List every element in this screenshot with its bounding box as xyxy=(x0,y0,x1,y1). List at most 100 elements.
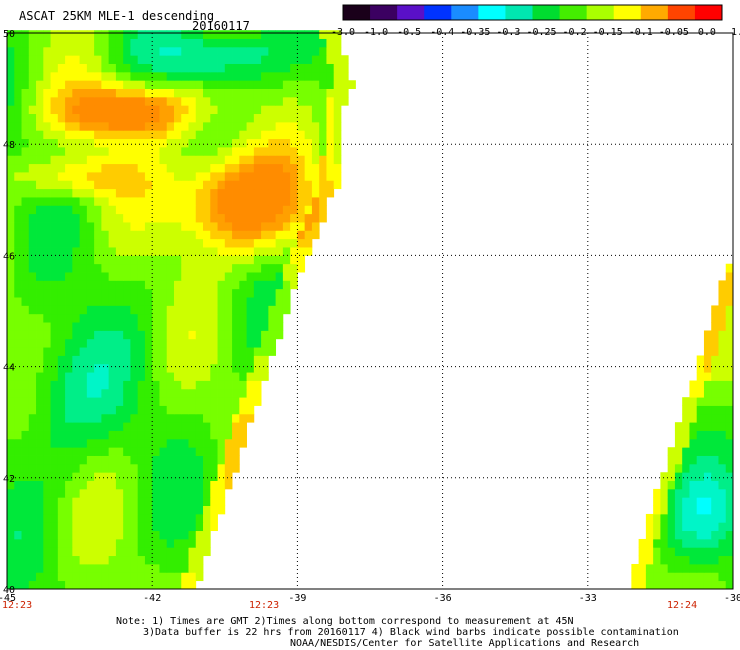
swath-cell xyxy=(159,96,168,106)
swath-cell xyxy=(86,88,95,98)
swath-cell xyxy=(79,247,88,256)
swath-cell xyxy=(326,96,335,106)
swath-cell xyxy=(36,172,44,181)
swath-cell xyxy=(43,522,51,532)
swath-cell xyxy=(65,80,73,89)
swath-cell xyxy=(94,138,102,148)
swath-cell xyxy=(232,372,240,381)
swath-cell xyxy=(94,71,102,81)
swath-cell xyxy=(94,272,102,281)
swath-cell xyxy=(65,330,73,340)
swath-cell xyxy=(79,305,88,315)
swath-cell xyxy=(28,363,37,373)
swath-cell xyxy=(203,405,211,415)
swath-cell xyxy=(224,238,233,248)
swath-cell xyxy=(261,322,269,331)
swath-cell xyxy=(166,197,175,206)
swath-cell xyxy=(86,372,95,381)
swath-cell xyxy=(28,197,37,206)
swath-cell xyxy=(79,388,88,398)
swath-cell xyxy=(50,163,59,173)
swath-cell xyxy=(173,255,182,265)
swath-cell xyxy=(65,263,73,273)
swath-cell xyxy=(246,388,255,398)
color-scale-label: -0.25 xyxy=(526,27,556,38)
swath-cell xyxy=(210,113,218,123)
swath-cell xyxy=(239,230,247,240)
swath-cell xyxy=(57,138,66,148)
swath-cell xyxy=(130,555,139,565)
swath-cell xyxy=(268,163,277,173)
swath-cell xyxy=(232,138,240,148)
swath-cell xyxy=(57,322,66,331)
swath-cell xyxy=(210,355,218,365)
swath-cell xyxy=(282,30,291,39)
swath-cell xyxy=(195,180,204,190)
swath-cell xyxy=(261,63,269,73)
swath-cell xyxy=(261,113,269,123)
swath-cell xyxy=(166,255,175,265)
swath-cell xyxy=(123,563,131,573)
swath-cell xyxy=(115,272,124,281)
swath-cell xyxy=(115,497,124,506)
swath-cell xyxy=(36,355,44,365)
swath-cell xyxy=(50,71,59,81)
swath-cell xyxy=(152,447,160,456)
swath-cell xyxy=(232,430,240,440)
swath-cell xyxy=(28,572,37,582)
swath-cell xyxy=(203,272,211,281)
swath-cell xyxy=(203,230,211,240)
swath-cell xyxy=(224,372,233,381)
swath-cell xyxy=(94,155,102,165)
swath-cell xyxy=(152,413,160,423)
swath-cell xyxy=(123,422,131,431)
swath-cell xyxy=(72,347,80,356)
swath-cell xyxy=(130,463,139,473)
swath-cell xyxy=(188,96,197,106)
swath-cell xyxy=(86,197,95,206)
swath-cell xyxy=(137,430,146,440)
swath-cell xyxy=(239,288,247,298)
swath-cell xyxy=(239,238,247,248)
swath-cell xyxy=(7,338,15,348)
swath-cell xyxy=(21,105,30,115)
swath-cell xyxy=(28,146,37,156)
swath-cell xyxy=(50,563,59,573)
swath-cell xyxy=(210,513,218,523)
swath-cell xyxy=(195,438,204,448)
swath-cell xyxy=(43,172,51,181)
swath-cell xyxy=(268,255,277,265)
swath-cell xyxy=(65,180,73,190)
swath-cell xyxy=(275,96,284,106)
swath-cell xyxy=(50,38,59,48)
swath-cell xyxy=(94,322,102,331)
swath-cell xyxy=(319,71,327,81)
swath-cell xyxy=(261,55,269,64)
swath-cell xyxy=(28,530,37,540)
swath-cell xyxy=(173,572,182,582)
swath-cell xyxy=(57,372,66,381)
swath-cell xyxy=(130,363,139,373)
swath-cell xyxy=(152,513,160,523)
swath-cell xyxy=(101,146,110,156)
swath-cell xyxy=(137,247,146,256)
swath-cell xyxy=(703,538,712,548)
swath-cell xyxy=(195,121,204,131)
swath-cell xyxy=(166,438,175,448)
swath-cell xyxy=(166,88,175,98)
swath-cell xyxy=(246,305,255,315)
swath-cell xyxy=(57,230,66,240)
swath-cell xyxy=(188,530,197,540)
swath-cell xyxy=(718,280,727,290)
swath-cell xyxy=(203,188,211,198)
swath-cell xyxy=(224,138,233,148)
swath-cell xyxy=(253,88,262,98)
swath-cell xyxy=(21,222,30,231)
swath-cell xyxy=(188,305,197,315)
swath-cell xyxy=(79,205,88,215)
swath-cell xyxy=(304,188,313,198)
swath-cell xyxy=(166,338,175,348)
swath-cell xyxy=(239,380,247,390)
swath-cell xyxy=(130,230,139,240)
swath-cell xyxy=(195,488,204,498)
